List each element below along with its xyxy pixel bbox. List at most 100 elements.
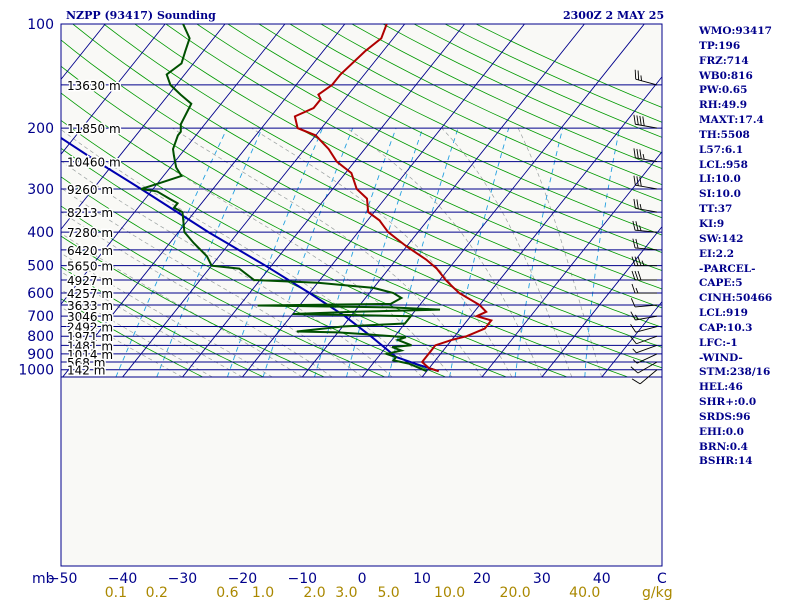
wind-barb-feather bbox=[635, 221, 639, 231]
stat-item: LCL:919 bbox=[699, 307, 748, 320]
dry-adiabat bbox=[103, 24, 662, 309]
stat-item: TP:196 bbox=[699, 39, 741, 52]
wind-barb bbox=[632, 344, 658, 354]
wind-barb-staff bbox=[637, 361, 658, 374]
wind-barb-feather bbox=[639, 176, 642, 187]
stat-item: HEL:46 bbox=[699, 381, 743, 394]
temperature-trace bbox=[293, 24, 494, 373]
dry-adiabat bbox=[61, 176, 447, 378]
temperature-tick-label: −20 bbox=[228, 571, 258, 587]
wind-barb-staff bbox=[636, 353, 658, 364]
moist-adiabat bbox=[61, 252, 273, 378]
temperature-unit-label: C bbox=[657, 571, 667, 587]
plot-background bbox=[61, 24, 662, 566]
temperature-tick-label: 40 bbox=[593, 571, 611, 587]
wind-barb-feather bbox=[633, 175, 636, 186]
wind-barb-feather bbox=[631, 283, 636, 294]
height-label: 6420 m bbox=[67, 244, 113, 258]
pressure-tick-label: 800 bbox=[27, 329, 54, 345]
wind-barb-half-feather bbox=[640, 75, 642, 81]
height-label: 4257 m bbox=[67, 287, 113, 301]
wind-barb bbox=[631, 256, 657, 267]
wind-barb-half-feather bbox=[639, 225, 642, 231]
wind-barb-half-feather bbox=[632, 359, 638, 364]
wind-barb bbox=[630, 335, 658, 345]
moist-adiabat bbox=[61, 306, 183, 378]
wind-barb-half-feather bbox=[635, 287, 639, 294]
stat-item: LI:10.0 bbox=[699, 173, 741, 186]
dry-adiabat bbox=[351, 24, 662, 170]
temperature-tick-label: 10 bbox=[413, 571, 431, 587]
wind-barb-staff bbox=[635, 326, 658, 333]
mixing-ratio-line bbox=[156, 127, 263, 378]
wind-barb-feather bbox=[634, 270, 639, 281]
mixing-ratio-tick-label: 1.0 bbox=[252, 585, 274, 600]
isotherm-line bbox=[61, 24, 166, 155]
stat-item: MAXT:17.4 bbox=[699, 114, 764, 127]
temperature-tick-label: −50 bbox=[48, 571, 78, 587]
temperature-tick-label: −30 bbox=[168, 571, 198, 587]
wind-barb-staff bbox=[635, 184, 658, 190]
stat-item: -PARCEL- bbox=[699, 262, 756, 275]
wind-barb-half-feather bbox=[641, 260, 645, 266]
wind-barb-feather bbox=[639, 115, 642, 126]
pressure-tick-label: 900 bbox=[27, 347, 54, 363]
dry-adiabat bbox=[61, 266, 264, 378]
wind-barb bbox=[631, 369, 658, 385]
height-label: 1014 m bbox=[67, 348, 113, 362]
wind-barb bbox=[633, 175, 658, 190]
wind-barb-feather bbox=[637, 70, 640, 80]
wind-barb bbox=[633, 198, 658, 213]
temperature-tick-label: −10 bbox=[287, 571, 317, 587]
wind-barb bbox=[632, 220, 658, 233]
isotherm-line bbox=[601, 300, 662, 378]
mixing-ratio-line bbox=[262, 127, 354, 378]
wind-barb-half-feather bbox=[635, 314, 639, 320]
moist-adiabat bbox=[61, 289, 213, 378]
height-label: 142 m bbox=[67, 364, 105, 378]
wind-barb-staff bbox=[635, 157, 658, 163]
stat-item: SI:10.0 bbox=[699, 188, 741, 201]
pressure-tick-label: 100 bbox=[27, 17, 54, 33]
mixing-ratio-tick-label: 3.0 bbox=[335, 585, 357, 600]
wind-barb-feather bbox=[632, 238, 636, 249]
isotherm-line bbox=[241, 24, 525, 378]
stat-item: SHR+:0.0 bbox=[699, 396, 757, 409]
stat-item: FRZ:714 bbox=[699, 54, 749, 67]
stat-item: SW:142 bbox=[699, 232, 744, 245]
wind-barb-staff bbox=[635, 315, 658, 321]
dry-adiabat bbox=[258, 24, 662, 219]
height-label: 568 m bbox=[67, 356, 105, 370]
wind-barb-feather bbox=[633, 114, 636, 125]
pressure-tick-label: 300 bbox=[27, 182, 54, 198]
wind-barb-staff bbox=[635, 78, 658, 86]
wind-barb bbox=[633, 148, 658, 163]
wind-barb-staff bbox=[635, 207, 658, 213]
mixing-ratio-line bbox=[345, 127, 424, 378]
dry-adiabat bbox=[61, 39, 662, 348]
stats-panel: WMO:93417 TP:196 FRZ:714 WB0:816 PW:0.65 RH:4… bbox=[699, 24, 772, 469]
wind-barb-feather bbox=[632, 220, 636, 231]
wind-barb-feather bbox=[630, 311, 636, 321]
height-label: 11850 m bbox=[67, 122, 121, 136]
pressure-tick-label: 500 bbox=[27, 259, 54, 275]
mixing-ratio-line bbox=[226, 127, 323, 378]
pressure-tick-label: 400 bbox=[27, 225, 54, 241]
height-label: 1971 m bbox=[67, 330, 113, 344]
stat-item: L57:6.1 bbox=[699, 143, 744, 156]
mixing-ratio-line bbox=[449, 127, 510, 378]
isotherm-line bbox=[62, 24, 346, 378]
dry-adiabat bbox=[196, 24, 662, 254]
moist-adiabat bbox=[61, 211, 333, 378]
isotherm-line bbox=[182, 24, 465, 378]
wind-barb-staff bbox=[635, 304, 658, 308]
isotherm-line bbox=[301, 24, 585, 378]
stat-item: CAP:10.3 bbox=[699, 321, 753, 334]
wind-barb bbox=[633, 114, 658, 129]
isotherm-line bbox=[61, 24, 286, 305]
wind-barb bbox=[630, 324, 658, 333]
moist-adiabat bbox=[172, 127, 483, 378]
station-title: NZPP (93417) Sounding bbox=[66, 9, 216, 22]
moist-adiabat bbox=[346, 127, 543, 378]
